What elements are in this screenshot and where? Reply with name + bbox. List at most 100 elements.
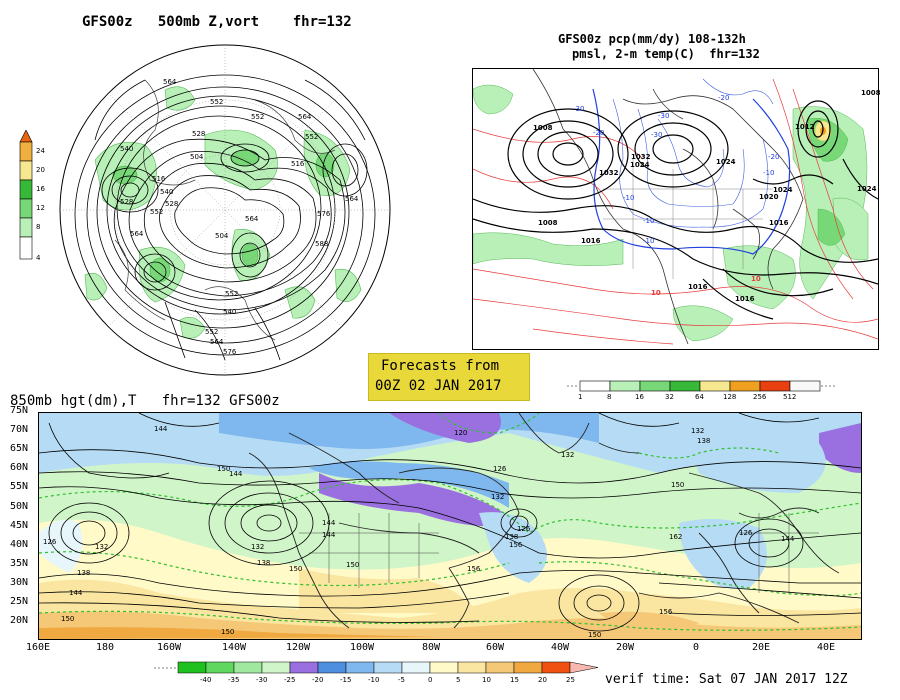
lat-label: 55N [10,481,29,492]
t2m-label: -10 [643,237,655,245]
lat-label: 65N [10,443,29,454]
z850-label: 132 [691,427,705,435]
z500-label: 516 [291,160,305,168]
z500-label: 552 [305,133,319,141]
z500-label: 504 [190,153,204,161]
z500-label: 552 [251,113,265,121]
z850-label: 156 [659,608,673,616]
vort-tick-4: 4 [36,254,41,262]
pcp-pmsl-map: 1032 1024 1012 1008 1032 1024 1008 1016 … [472,68,881,350]
z850-label: 150 [221,628,235,636]
pcp-tick: 512 [783,393,797,401]
z500-label: 552 [205,328,219,336]
z500-label: 588 [315,240,329,248]
lat-label: 35N [10,558,29,569]
temp-tick: -25 [284,676,296,684]
vort-tick-8: 8 [36,223,41,231]
t2m-label: -20 [718,94,730,102]
pcp-tick: 256 [753,393,767,401]
z500-label: 564 [210,338,224,346]
vorticity-colorbar: 24 20 16 12 8 4 [14,130,54,265]
z500-label: 528 [165,200,179,208]
z850-label: 126 [517,525,531,533]
z850-label: 144 [69,589,83,597]
z850-label: 150 [588,631,602,639]
z500-label: 540 [160,188,174,196]
t2m-label: 10 [751,275,761,283]
z850-label: 144 [322,519,336,527]
panel-pcp-title-line1: GFS00z pcp(mm/dy) 108-132h [558,32,746,46]
lon-label: 180 [96,642,115,653]
pmsl-label: 1024 [716,158,736,166]
map-850mb: 144 126 120 126 132 138 132 144 150 132 … [38,412,862,640]
z850-label: 144 [154,425,168,433]
z850-label: 144 [229,470,243,478]
t2m-label: 10 [651,289,661,297]
pmsl-label: 1012 [795,123,815,131]
z850-label: 132 [95,543,109,551]
temperature-colorbar: -40 -35 -30 -25 -20 -15 -10 -5 0 5 10 15… [150,660,600,690]
pmsl-label: 1032 [631,153,651,161]
pcp-tick: 1 [578,393,583,401]
z500-label: 552 [210,98,224,106]
temp-tick: -10 [368,676,380,684]
z850-label: 144 [781,535,795,543]
pmsl-label: 1008 [861,89,881,97]
pcp-tick: 16 [635,393,644,401]
z500-label: 528 [192,130,206,138]
z500-label: 528 [120,198,134,206]
pmsl-label: 1024 [630,161,650,169]
t2m-label: -30 [573,105,585,113]
z850-label: 120 [454,429,468,437]
z850-label: 156 [509,541,523,549]
z850-label: 126 [43,538,57,546]
lon-label: 40E [817,642,836,653]
polar-500mb-map: 564 552 552 564 528 552 504 516 540 528 … [55,40,395,380]
z850-label: 162 [669,533,683,541]
z500-label: 516 [152,175,166,183]
verif-time: verif time: Sat 07 JAN 2017 12Z [605,672,848,687]
temp-tick: 10 [482,676,491,684]
forecast-init-box: Forecasts from 00Z 02 JAN 2017 [368,353,530,401]
pmsl-label: 1024 [857,185,877,193]
lat-label: 45N [10,520,29,531]
lat-label: 25N [10,596,29,607]
t2m-label: -20 [593,129,605,137]
lat-label: 70N [10,424,29,435]
temp-tick: -20 [312,676,324,684]
z500-label: 576 [223,348,237,356]
lon-label: 60W [486,642,505,653]
forecast-line2: 00Z 02 JAN 2017 [375,378,502,394]
lon-label: 0 [693,642,700,653]
t2m-label: -30 [651,131,663,139]
lon-label: 80W [422,642,441,653]
z850-label: 138 [505,533,519,541]
z850-label: 150 [217,465,231,473]
temp-tick: -15 [340,676,352,684]
pmsl-label: 1008 [533,124,553,132]
z500-label: 552 [150,208,164,216]
z500-label: 564 [163,78,177,86]
temp-tick: -5 [398,676,405,684]
z850-label: 126 [493,465,507,473]
pmsl-label: 1016 [688,283,708,291]
z850-label: 138 [77,569,91,577]
z850-label: 150 [61,615,75,623]
z500-label: 504 [215,232,229,240]
pmsl-label: 1016 [769,219,789,227]
panel-850mb-title: 850mb hgt(dm),T fhr=132 GFS00z [10,393,280,409]
pmsl-label: 1024 [773,186,793,194]
z850-label: 150 [289,565,303,573]
z850-label: 138 [257,559,271,567]
z500-label: 564 [345,195,359,203]
temp-tick: -40 [200,676,212,684]
z850-label: 150 [346,561,360,569]
lon-label: 160E [26,642,51,653]
t2m-label: -20 [768,153,780,161]
lat-label: 20N [10,615,29,626]
pmsl-label: 1020 [759,193,779,201]
t2m-label: -30 [658,112,670,120]
pcp-tick: 8 [607,393,612,401]
temp-tick: 5 [456,676,461,684]
lat-label: 60N [10,462,29,473]
